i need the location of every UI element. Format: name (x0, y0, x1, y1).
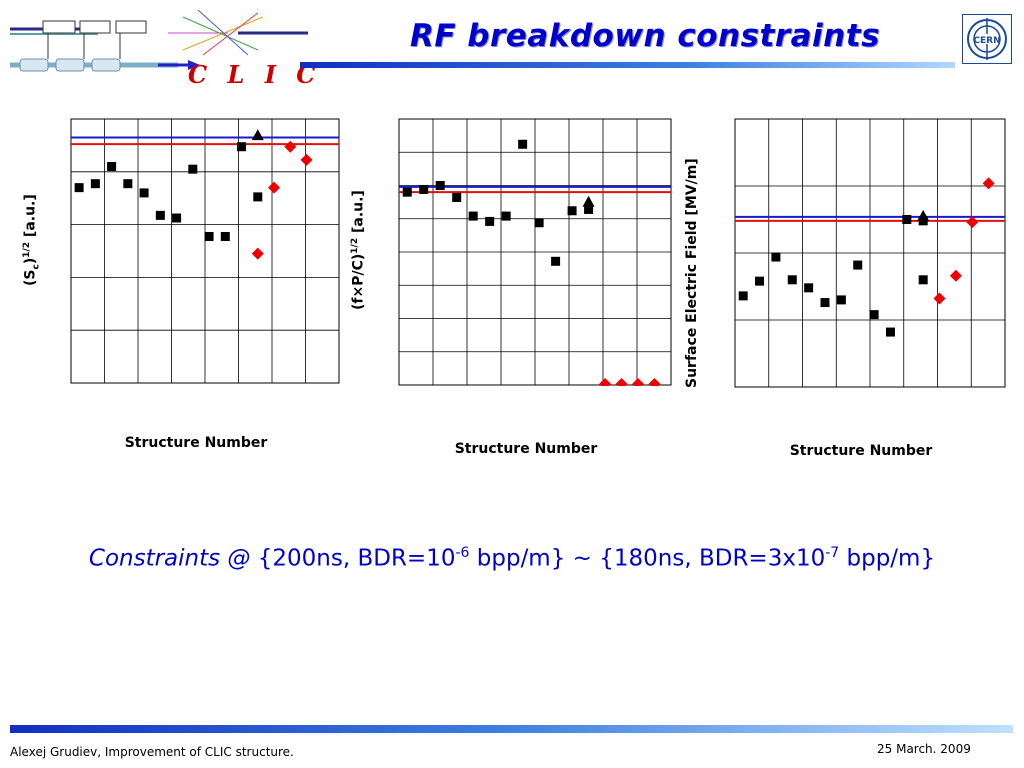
data-point-square (419, 184, 429, 194)
data-point-square (567, 206, 577, 216)
data-point-diamond (284, 140, 297, 153)
data-point-triangle (582, 195, 595, 207)
data-point-square (836, 295, 846, 305)
data-point-diamond (648, 378, 661, 386)
data-point-square (402, 187, 412, 197)
chart-sc (70, 118, 340, 384)
data-point-square (485, 216, 495, 226)
data-point-square (787, 275, 797, 285)
data-point-square (918, 275, 928, 285)
data-point-diamond (966, 216, 979, 229)
data-point-square (435, 181, 445, 190)
data-point-square (452, 192, 462, 202)
page-title: RF breakdown constraints (409, 18, 881, 54)
data-point-square (107, 162, 117, 172)
data-point-square (820, 298, 830, 308)
footer-date: 25 March. 2009 (877, 742, 971, 756)
data-point-square (551, 256, 561, 266)
data-point-diamond (982, 177, 995, 190)
data-point-square (74, 183, 84, 193)
data-point-diamond (300, 153, 313, 166)
data-point-square (237, 142, 247, 152)
data-point-diamond (615, 378, 628, 386)
chart-sc-xlabel: Structure Number (124, 435, 268, 451)
chart-fpc (398, 118, 672, 386)
data-point-diamond (599, 378, 612, 386)
data-point-diamond (632, 378, 645, 386)
svg-text:CERN: CERN (973, 36, 1000, 46)
data-point-square (755, 276, 765, 286)
data-point-square (918, 216, 928, 226)
data-point-square (139, 188, 149, 198)
data-point-square (188, 164, 198, 174)
data-point-square (869, 310, 879, 320)
data-point-square (90, 179, 100, 189)
data-point-triangle (917, 209, 930, 221)
data-point-square (468, 211, 478, 221)
data-point-square (804, 283, 814, 293)
clic-logo-text: C L I C (188, 60, 322, 89)
chart-field-ylabel: Surface Electric Field [MV/m] (684, 158, 700, 388)
data-point-square (501, 211, 511, 221)
data-point-square (584, 204, 594, 214)
data-point-triangle (251, 129, 264, 141)
data-point-square (853, 260, 863, 270)
chart-sc-ylabel: (Sc)1/2 [a.u.] (22, 194, 42, 286)
data-point-diamond (949, 269, 962, 282)
data-point-square (518, 139, 528, 149)
data-point-square (253, 192, 263, 202)
constraints-prefix: Constraints @ (88, 545, 251, 572)
data-point-diamond (251, 247, 264, 260)
header-bar (300, 62, 955, 68)
chart-field-xlabel: Structure Number (789, 443, 933, 459)
clic-logo-graphic (10, 9, 308, 72)
data-point-square (885, 327, 895, 337)
data-point-diamond (933, 292, 946, 305)
data-point-diamond (268, 181, 281, 194)
chart-fpc-ylabel: (f×P/C)1/2 [a.u.] (350, 190, 367, 310)
data-point-square (738, 291, 748, 301)
cern-logo: CERN (962, 14, 1012, 64)
chart-field (734, 118, 1006, 388)
data-point-square (123, 179, 133, 189)
footer-bar (10, 725, 1013, 733)
data-point-square (172, 213, 182, 223)
chart-fpc-xlabel: Structure Number (454, 441, 598, 457)
data-point-square (204, 231, 214, 241)
constraints-statement: Constraints @ {200ns, BDR=10-6 bpp/m} ~ … (88, 545, 936, 572)
data-point-square (220, 231, 230, 241)
data-point-square (771, 252, 781, 262)
data-point-square (155, 210, 165, 220)
footer-author: Alexej Grudiev, Improvement of CLIC stru… (10, 745, 294, 759)
data-point-square (902, 215, 912, 224)
data-point-square (534, 218, 544, 228)
